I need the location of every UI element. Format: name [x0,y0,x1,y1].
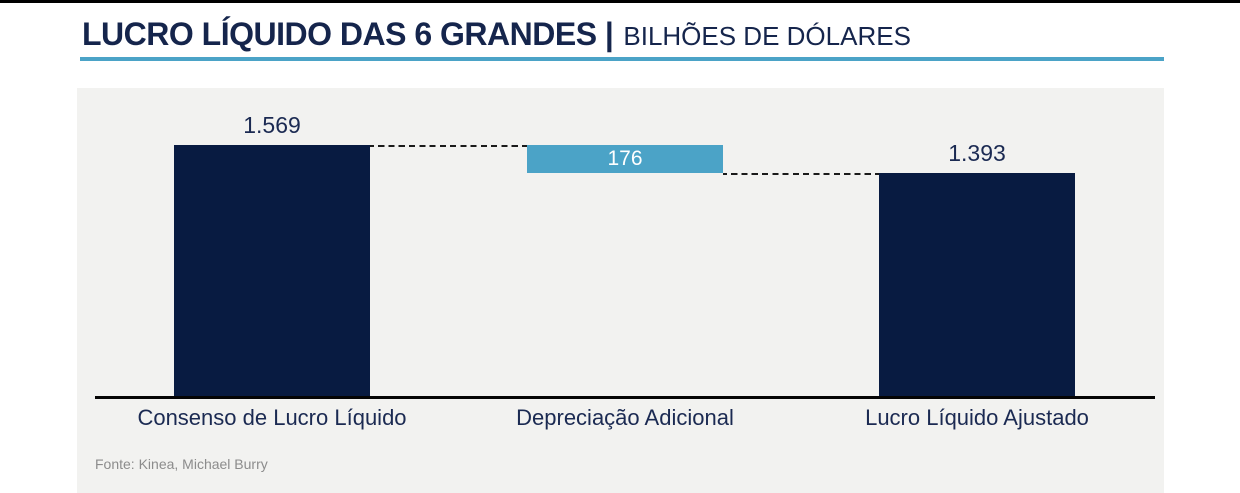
connector-line-2 [723,173,879,176]
bar-consenso-lucro-liquido [174,145,370,396]
category-label-depreciacao: Depreciação Adicional [516,405,734,430]
value-label-consenso: 1.569 [243,112,301,138]
value-label-depreciacao: 176 [607,147,643,171]
connector-line-1 [370,145,527,147]
category-label-ajustado: Lucro Líquido Ajustado [865,405,1089,430]
top-border-line [0,0,1240,3]
title-underline [80,57,1164,61]
chart-header: LUCRO LÍQUIDO DAS 6 GRANDES | BILHÕES DE… [80,16,1166,61]
source-attribution: Fonte: Kinea, Michael Burry [95,456,268,472]
value-label-ajustado: 1.393 [948,140,1006,167]
category-label-consenso: Consenso de Lucro Líquido [137,405,407,430]
title-unit: BILHÕES DE DÓLARES [623,21,911,51]
title-main: LUCRO LÍQUIDO DAS 6 GRANDES | [82,16,614,52]
chart-panel: 1.569 176 1.393 Consenso de Lucro Líquid… [77,88,1164,493]
bar-depreciacao-adicional: 176 [527,145,723,174]
x-axis-line [95,396,1155,399]
bar-lucro-liquido-ajustado [879,173,1075,396]
page-title: LUCRO LÍQUIDO DAS 6 GRANDES | BILHÕES DE… [82,16,1166,53]
